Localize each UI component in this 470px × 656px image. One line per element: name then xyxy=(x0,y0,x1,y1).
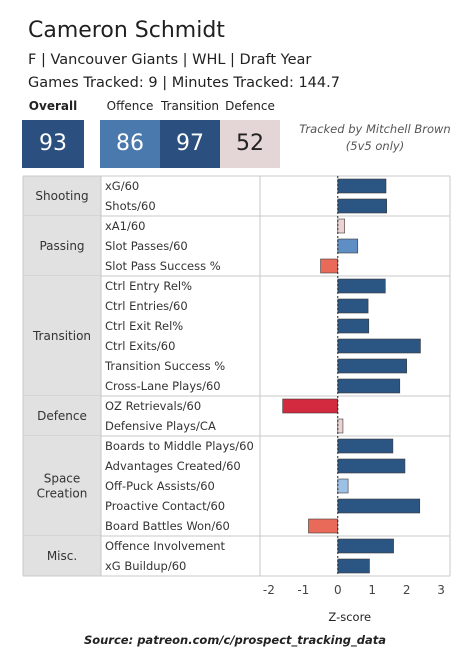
x-tick-label: 1 xyxy=(368,583,376,597)
defence-label: Defence xyxy=(225,99,275,113)
bar-cross-lane-plays-60 xyxy=(337,378,401,394)
tracking-info-line: Games Tracked: 9 | Minutes Tracked: 144.… xyxy=(28,75,340,91)
group-label-shooting: Shooting xyxy=(35,189,88,203)
defence-score-box: 52 xyxy=(220,120,280,168)
x-axis-label: Z-score xyxy=(328,610,371,624)
x-tick-label: -1 xyxy=(297,583,309,597)
group-label-space-creation: Creation xyxy=(37,487,88,501)
overall-score-box: 93 xyxy=(22,120,84,168)
group-label-transition: Transition xyxy=(32,329,91,343)
bar-ctrl-entry-rel xyxy=(337,278,386,294)
metric-label: Board Battles Won/60 xyxy=(105,519,230,533)
metric-label: Ctrl Exit Rel% xyxy=(105,319,183,333)
offence-score-box: 86 xyxy=(100,120,160,168)
bar-shots-60 xyxy=(337,198,387,214)
group-band-shooting xyxy=(23,176,101,216)
overall-label: Overall xyxy=(28,99,78,113)
x-tick-label: 2 xyxy=(403,583,411,597)
group-label-defence: Defence xyxy=(37,409,87,423)
transition-score-box: 97 xyxy=(160,120,220,168)
x-tick-label: -2 xyxy=(263,583,275,597)
bar-slot-pass-success xyxy=(320,258,339,274)
bar-ctrl-entries-60 xyxy=(337,298,369,314)
metric-label: Ctrl Entries/60 xyxy=(105,299,188,313)
player-name: Cameron Schmidt xyxy=(28,18,225,43)
x-tick-label: 0 xyxy=(334,583,342,597)
bar-slot-passes-60 xyxy=(337,238,359,254)
metric-label: xG/60 xyxy=(105,179,139,193)
metric-label: Shots/60 xyxy=(105,199,156,213)
group-label-space-creation: Space xyxy=(44,472,81,486)
bar-defensive-plays-ca xyxy=(337,418,344,434)
bar-board-battles-won-60 xyxy=(308,518,339,534)
metric-label: Defensive Plays/CA xyxy=(105,419,216,433)
metric-label: Slot Pass Success % xyxy=(105,259,221,273)
bar-advantages-created-60 xyxy=(337,458,406,474)
metric-label: xA1/60 xyxy=(105,219,146,233)
metric-label: Boards to Middle Plays/60 xyxy=(105,439,254,453)
metric-label: Proactive Contact/60 xyxy=(105,499,225,513)
source-credit: Source: patreon.com/c/prospect_tracking_… xyxy=(83,633,387,647)
bar-xg-60 xyxy=(337,178,387,194)
bar-oz-retrievals-60 xyxy=(282,398,339,414)
tracked-scope-line: (5v5 only) xyxy=(345,139,405,153)
group-label-misc: Misc. xyxy=(47,549,77,563)
bar-ctrl-exit-rel xyxy=(337,318,370,334)
bar-proactive-contact-60 xyxy=(337,498,421,514)
metric-label: Ctrl Entry Rel% xyxy=(105,279,192,293)
bar-xg-buildup-60 xyxy=(337,558,370,574)
group-band-defence xyxy=(23,396,101,436)
x-tick-label: 3 xyxy=(437,583,445,597)
bar-offence-involvement xyxy=(337,538,394,554)
bar-boards-to-middle-plays-60 xyxy=(337,438,394,454)
group-band-transition xyxy=(23,276,101,396)
bar-off-puck-assists-60 xyxy=(337,478,349,494)
bar-xa1-60 xyxy=(337,218,345,234)
metric-label: OZ Retrievals/60 xyxy=(105,399,201,413)
metric-label: Transition Success % xyxy=(104,359,225,373)
metric-label: Offence Involvement xyxy=(105,539,226,553)
group-label-passing: Passing xyxy=(39,239,84,253)
player-info-line: F | Vancouver Giants | WHL | Draft Year xyxy=(28,52,312,68)
group-band-space-creation xyxy=(23,436,101,536)
tracked-by-note: Tracked by Mitchell Brown (5v5 only) xyxy=(286,121,464,155)
bar-transition-success xyxy=(337,358,407,374)
transition-label: Transition xyxy=(160,99,220,113)
metric-label: Ctrl Exits/60 xyxy=(105,339,175,353)
metric-label: Slot Passes/60 xyxy=(105,239,188,253)
group-band-passing xyxy=(23,216,101,276)
offence-label: Offence xyxy=(106,99,154,113)
tracked-by-line: Tracked by Mitchell Brown xyxy=(299,122,451,136)
metric-label: Advantages Created/60 xyxy=(105,459,241,473)
metric-label: xG Buildup/60 xyxy=(105,559,186,573)
group-band-misc xyxy=(23,536,101,576)
metric-label: Cross-Lane Plays/60 xyxy=(105,379,221,393)
metric-label: Off-Puck Assists/60 xyxy=(105,479,215,493)
bar-ctrl-exits-60 xyxy=(337,338,421,354)
